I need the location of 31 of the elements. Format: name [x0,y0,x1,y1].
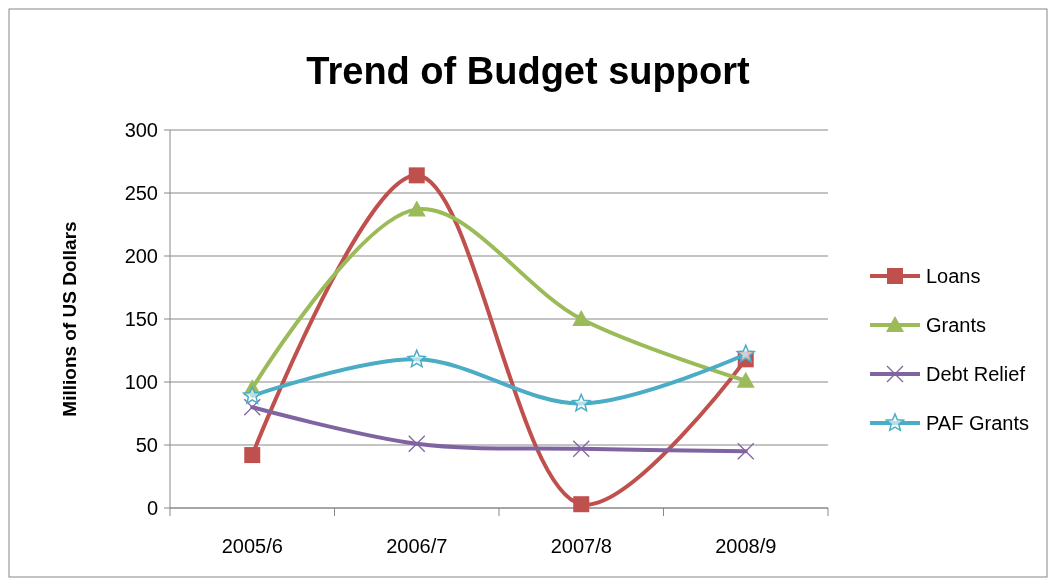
y-tick-label: 150 [124,308,158,330]
y-tick-label: 250 [124,182,158,204]
y-tick-label: 300 [124,119,158,141]
legend-label: Grants [926,314,987,336]
y-axis-title: Millions of US Dollars [59,221,80,417]
x-tick-label: 2006/7 [386,535,448,557]
point [242,386,262,404]
point [407,349,427,368]
x-tick-label: 2005/6 [221,535,283,557]
x-tick-label: 2007/8 [550,535,612,557]
y-tick-label: 0 [146,497,158,519]
point [408,435,426,453]
legend-label: Loans [926,265,981,287]
point [571,393,591,412]
point [736,371,755,388]
chart-title: Trend of Budget support [306,50,750,92]
point [573,496,590,513]
point [407,200,426,217]
y-tick-label: 100 [124,371,158,393]
legend-label: PAF Grants [926,412,1029,434]
point [737,442,755,460]
point [244,447,261,464]
legend-label: Debt Relief [926,363,1026,385]
point [243,398,261,416]
point [408,167,425,184]
point [736,344,756,363]
point [572,440,590,458]
x-tick-label: 2008/9 [715,535,777,557]
y-tick-label: 50 [135,434,158,456]
point [572,310,591,326]
y-tick-label: 200 [124,245,158,267]
